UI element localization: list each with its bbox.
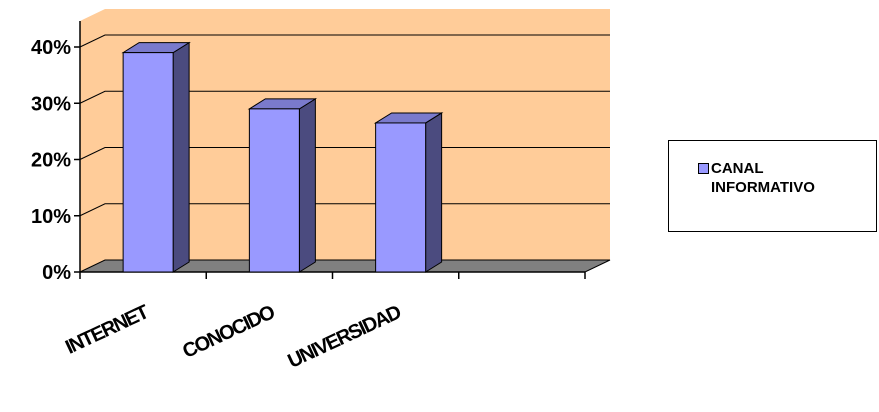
y-tick-label: 20% xyxy=(31,150,71,172)
y-tick-label: 30% xyxy=(31,93,71,115)
bar xyxy=(122,52,174,273)
x-tick-label: INTERNET xyxy=(62,301,152,359)
legend-swatch xyxy=(698,163,709,174)
gridline xyxy=(79,90,610,104)
gridline xyxy=(79,34,610,48)
x-tick-label: UNIVERSIDAD xyxy=(285,301,405,373)
legend: CANAL INFORMATIVO xyxy=(668,140,877,232)
x-tick-label: CONOCIDO xyxy=(179,301,278,363)
chart-wall xyxy=(80,9,610,272)
y-tick-label: 0% xyxy=(42,262,71,284)
bar xyxy=(375,122,427,273)
bar-side xyxy=(298,97,316,273)
y-tick-label: 10% xyxy=(31,206,71,228)
bar-side xyxy=(172,41,190,273)
y-tick-label: 40% xyxy=(31,37,71,59)
legend-label: CANAL INFORMATIVO xyxy=(711,160,815,196)
bar xyxy=(248,108,300,273)
bar-side xyxy=(425,112,443,273)
